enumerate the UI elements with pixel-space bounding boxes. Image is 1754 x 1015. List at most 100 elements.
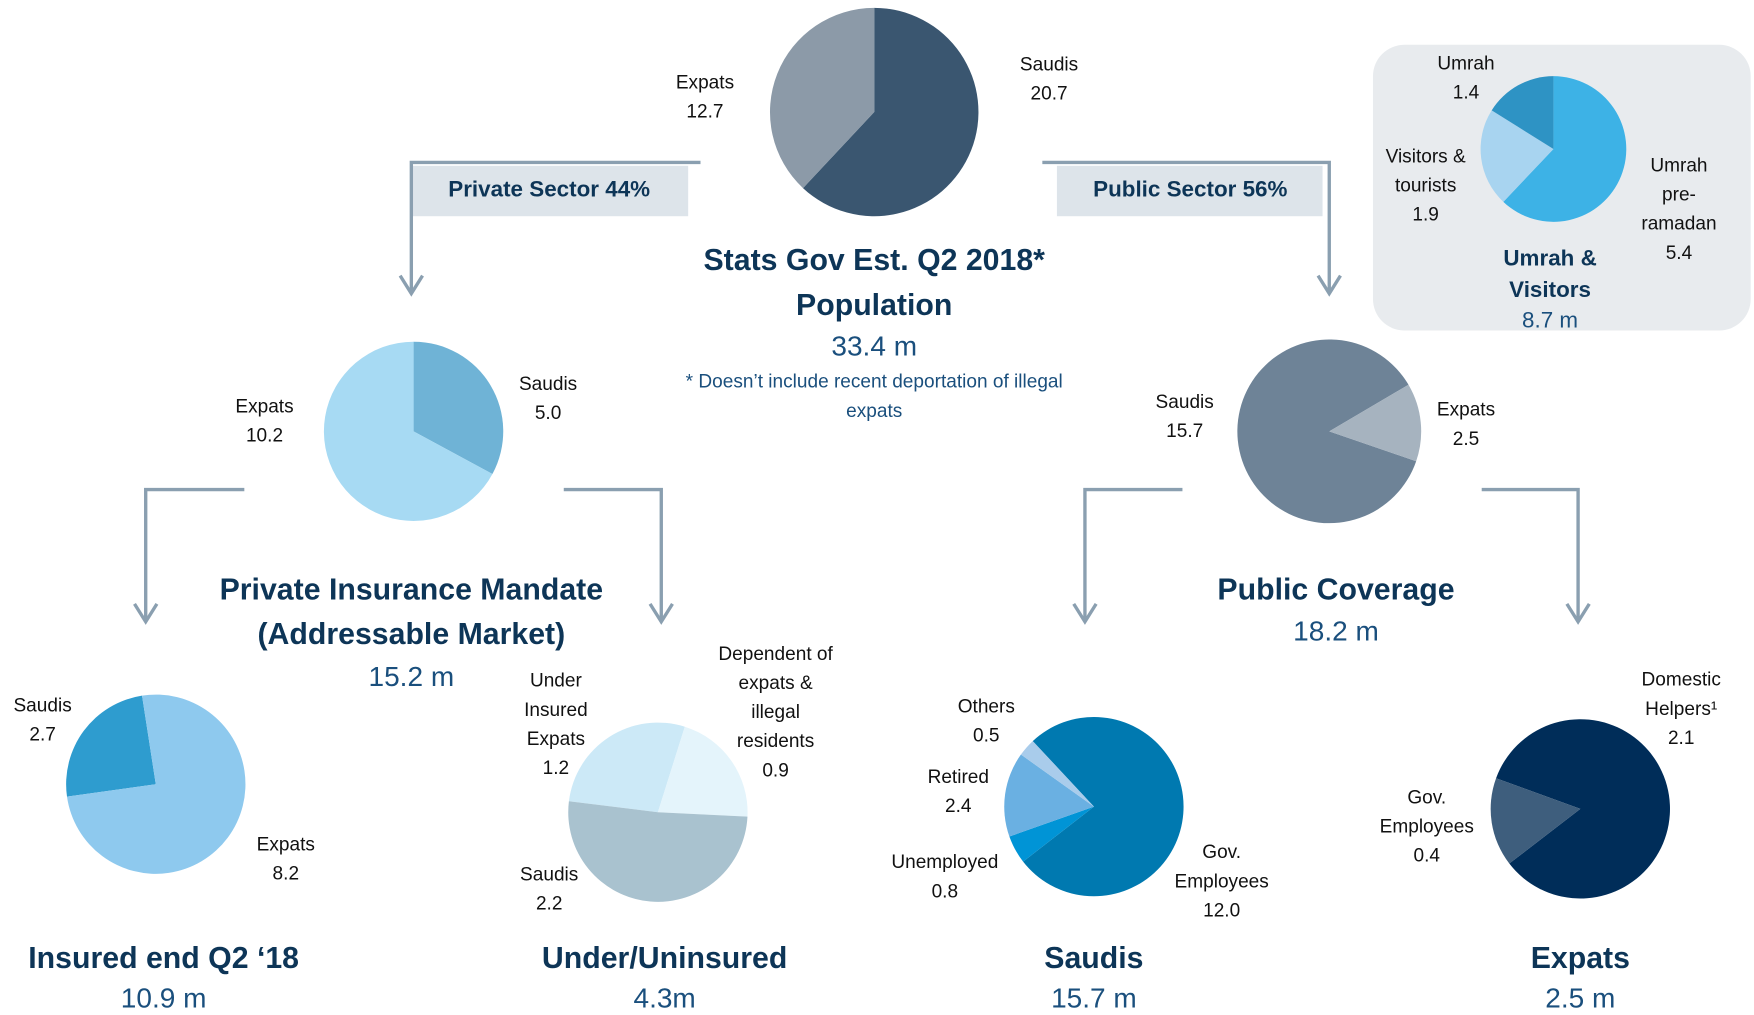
slice-label: Unemployed 0.8	[891, 848, 998, 906]
pie-total: 10.9 m	[120, 983, 207, 1015]
slice-value: 2.5	[1452, 427, 1480, 450]
pie-slice	[413, 341, 504, 474]
pie-slice	[568, 722, 685, 813]
slice-label: Umrah 1.4	[1437, 49, 1494, 107]
slice-label: Umrah pre-ramadan 5.4	[1641, 151, 1716, 268]
sector-box	[1056, 165, 1323, 217]
pie-total: 2.5 m	[1545, 983, 1616, 1015]
pie-slice	[323, 341, 493, 521]
slice-label: Dependent of expats & illegal residents 0…	[718, 640, 832, 786]
slice-value: 0.9	[762, 759, 789, 781]
slice-label: Expats 2.5	[1437, 395, 1495, 453]
slice-label: Under Insured Expats 1.2	[524, 667, 588, 784]
slice-label: Others 0.5	[958, 692, 1015, 750]
pie-title: Saudis	[1044, 941, 1144, 975]
slice-value: 1.4	[1452, 81, 1480, 104]
slice-value: 0.4	[1413, 844, 1441, 866]
slice-label: Expats 12.7	[676, 68, 734, 126]
slice-label: Saudis 5.0	[519, 370, 577, 428]
slice-value: 0.5	[973, 724, 1000, 747]
pie-slice	[1491, 76, 1554, 149]
slice-value: 2.4	[945, 795, 972, 817]
pie-title: Private Insurance Mandate (Addressable M…	[219, 572, 604, 651]
slice-label: Domestic Helpers¹ 2.1	[1641, 665, 1720, 752]
slice-name: Expats	[1436, 398, 1496, 421]
slice-value: 0.8	[931, 880, 959, 902]
pie-slice	[1020, 741, 1094, 807]
pie-slice	[1009, 806, 1094, 862]
slice-value: 20.7	[1030, 82, 1068, 105]
slice-value: 12.7	[686, 100, 724, 123]
slice-name: Others	[957, 695, 1015, 717]
slice-value: 1.9	[1412, 203, 1439, 226]
pie-slice	[1329, 384, 1422, 462]
slice-name: Umrah	[1437, 52, 1495, 74]
pie-total: 18.2 m	[1293, 615, 1379, 647]
pie-slice	[66, 694, 246, 874]
pie-total: 15.7 m	[1051, 983, 1137, 1015]
slice-name: Saudis	[13, 694, 72, 716]
sector-label: Private Sector 44%	[448, 177, 651, 203]
pie-total: 4.3m	[633, 983, 696, 1015]
slice-label: Saudis 20.7	[1020, 50, 1078, 108]
slice-value: 2.7	[29, 723, 56, 745]
slice-name: Saudis	[518, 373, 578, 395]
slice-value: 5.4	[1665, 241, 1693, 264]
slice-value: 15.7	[1166, 420, 1204, 442]
pie-slice	[1490, 778, 1581, 864]
slice-name: Saudis	[1155, 390, 1214, 413]
pie-title: Insured end Q2 ‘18	[28, 941, 300, 975]
slice-label: Visitors & tourists 1.9	[1386, 142, 1466, 229]
slice-value: 8.2	[272, 862, 300, 884]
sector-label: Public Sector 56%	[1093, 177, 1288, 203]
sector-box	[412, 165, 689, 217]
pie-slice	[66, 695, 156, 797]
slice-name: Expats	[235, 395, 294, 417]
slice-name: Gov. Employees	[1174, 841, 1269, 892]
arrows	[133, 160, 1591, 625]
pie-slice	[1480, 110, 1554, 202]
slice-name: Saudis	[520, 863, 579, 886]
slice-label: Gov. Employees 0.4	[1380, 783, 1474, 870]
slice-name: Expats	[675, 71, 735, 93]
slice-name: Domestic Helpers¹	[1641, 668, 1721, 720]
slice-label: Saudis 2.7	[13, 691, 71, 749]
pie-total: 8.7 m	[1522, 308, 1579, 334]
slice-name: Expats	[256, 833, 315, 855]
slice-label: Saudis 15.7	[1156, 388, 1214, 446]
pie-slice	[1237, 339, 1417, 524]
pie-slice	[769, 7, 875, 189]
slice-value: 2.1	[1667, 727, 1695, 749]
pie-slice	[657, 726, 748, 817]
pie-title: Under/Uninsured	[541, 941, 788, 975]
slice-value: 12.0	[1203, 899, 1241, 921]
pie-title: Public Coverage	[1217, 572, 1455, 607]
slice-label: Saudis 2.2	[520, 860, 578, 918]
pie-slice	[1004, 754, 1094, 837]
slice-name: Under Insured Expats	[524, 669, 588, 750]
pie-slice	[802, 7, 979, 217]
slice-name: Dependent of expats & illegal residents	[718, 643, 833, 752]
slice-value: 2.2	[535, 892, 563, 915]
pie-total: 33.4 m	[831, 331, 918, 363]
slice-name: Unemployed	[891, 851, 999, 873]
pie-title: Expats	[1530, 941, 1630, 975]
slice-label: Gov. Employees 12.0	[1175, 838, 1269, 925]
slice-label: Retired 2.4	[928, 763, 989, 821]
slice-name: Gov. Employees	[1379, 786, 1474, 837]
pie-total: 15.2 m	[368, 661, 455, 693]
slice-name: Visitors & tourists	[1385, 145, 1466, 197]
slice-value: 5.0	[534, 402, 562, 424]
slice-label: Expats 8.2	[257, 830, 315, 888]
pie-slice	[568, 801, 748, 902]
slice-name: Saudis	[1019, 53, 1079, 76]
slice-name: Umrah pre-ramadan	[1641, 154, 1717, 235]
note: * Doesn’t include recent deportation of …	[685, 370, 1063, 422]
pie-title: Umrah & Visitors	[1503, 246, 1597, 303]
pie-slice	[1503, 76, 1627, 222]
slice-value: 10.2	[245, 424, 284, 446]
pie-slice	[1496, 719, 1670, 899]
